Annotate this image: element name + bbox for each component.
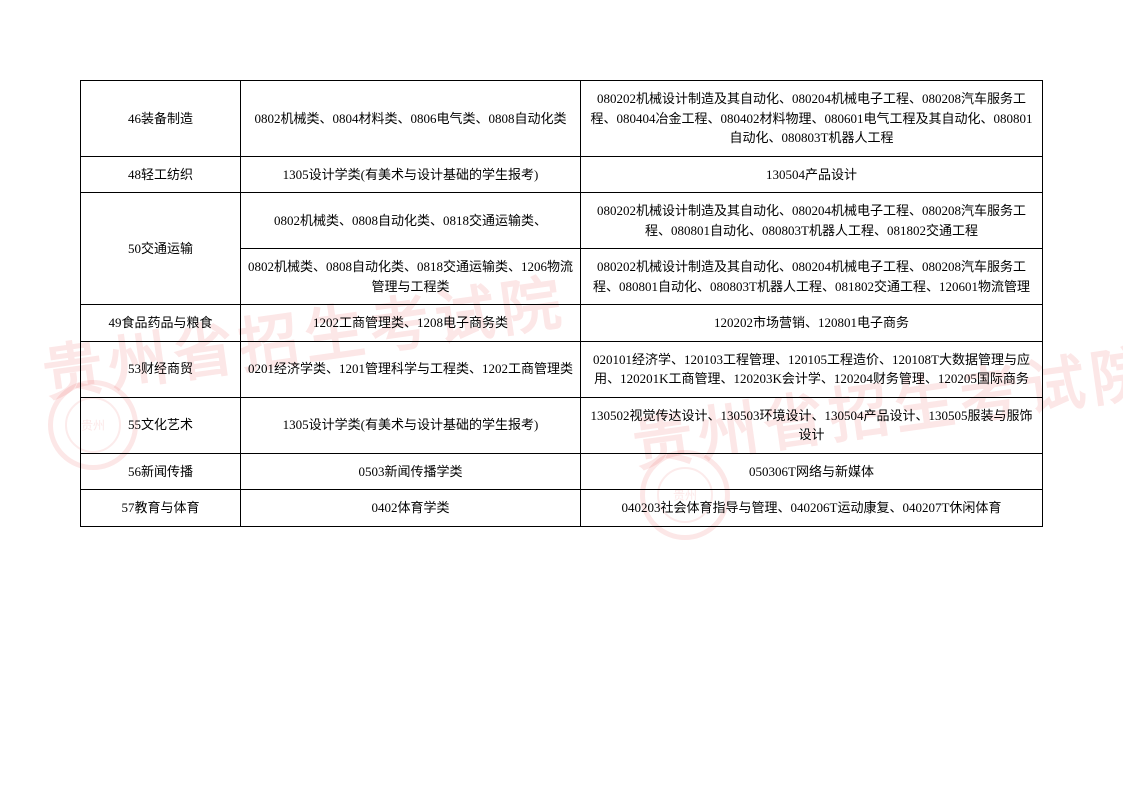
table-row: 53财经商贸 0201经济学类、1201管理科学与工程类、1202工商管理类 0… — [81, 341, 1043, 397]
cell-class: 0402体育学类 — [241, 490, 581, 527]
cell-category: 56新闻传播 — [81, 453, 241, 490]
cell-detail: 080202机械设计制造及其自动化、080204机械电子工程、080208汽车服… — [581, 249, 1043, 305]
cell-detail: 040203社会体育指导与管理、040206T运动康复、040207T休闲体育 — [581, 490, 1043, 527]
cell-class: 0503新闻传播学类 — [241, 453, 581, 490]
cell-class: 1202工商管理类、1208电子商务类 — [241, 305, 581, 342]
table-row: 46装备制造 0802机械类、0804材料类、0806电气类、0808自动化类 … — [81, 81, 1043, 157]
cell-category: 53财经商贸 — [81, 341, 241, 397]
cell-detail: 130502视觉传达设计、130503环境设计、130504产品设计、13050… — [581, 397, 1043, 453]
cell-category: 55文化艺术 — [81, 397, 241, 453]
cell-class: 1305设计学类(有美术与设计基础的学生报考) — [241, 156, 581, 193]
table-row: 49食品药品与粮食 1202工商管理类、1208电子商务类 120202市场营销… — [81, 305, 1043, 342]
cell-detail: 080202机械设计制造及其自动化、080204机械电子工程、080208汽车服… — [581, 81, 1043, 157]
cell-class: 0802机械类、0804材料类、0806电气类、0808自动化类 — [241, 81, 581, 157]
table-row: 56新闻传播 0503新闻传播学类 050306T网络与新媒体 — [81, 453, 1043, 490]
cell-detail: 080202机械设计制造及其自动化、080204机械电子工程、080208汽车服… — [581, 193, 1043, 249]
majors-table: 46装备制造 0802机械类、0804材料类、0806电气类、0808自动化类 … — [80, 80, 1043, 527]
cell-class: 0802机械类、0808自动化类、0818交通运输类、1206物流管理与工程类 — [241, 249, 581, 305]
table-row: 48轻工纺织 1305设计学类(有美术与设计基础的学生报考) 130504产品设… — [81, 156, 1043, 193]
cell-detail: 020101经济学、120103工程管理、120105工程造价、120108T大… — [581, 341, 1043, 397]
table-row: 55文化艺术 1305设计学类(有美术与设计基础的学生报考) 130502视觉传… — [81, 397, 1043, 453]
cell-class: 0802机械类、0808自动化类、0818交通运输类、 — [241, 193, 581, 249]
cell-category: 49食品药品与粮食 — [81, 305, 241, 342]
cell-detail: 130504产品设计 — [581, 156, 1043, 193]
page-content: 46装备制造 0802机械类、0804材料类、0806电气类、0808自动化类 … — [0, 0, 1123, 567]
cell-category: 50交通运输 — [81, 193, 241, 305]
cell-class: 1305设计学类(有美术与设计基础的学生报考) — [241, 397, 581, 453]
cell-detail: 120202市场营销、120801电子商务 — [581, 305, 1043, 342]
cell-detail: 050306T网络与新媒体 — [581, 453, 1043, 490]
table-row: 57教育与体育 0402体育学类 040203社会体育指导与管理、040206T… — [81, 490, 1043, 527]
cell-class: 0201经济学类、1201管理科学与工程类、1202工商管理类 — [241, 341, 581, 397]
cell-category: 46装备制造 — [81, 81, 241, 157]
cell-category: 57教育与体育 — [81, 490, 241, 527]
table-body: 46装备制造 0802机械类、0804材料类、0806电气类、0808自动化类 … — [81, 81, 1043, 527]
table-row: 50交通运输 0802机械类、0808自动化类、0818交通运输类、 08020… — [81, 193, 1043, 249]
cell-category: 48轻工纺织 — [81, 156, 241, 193]
